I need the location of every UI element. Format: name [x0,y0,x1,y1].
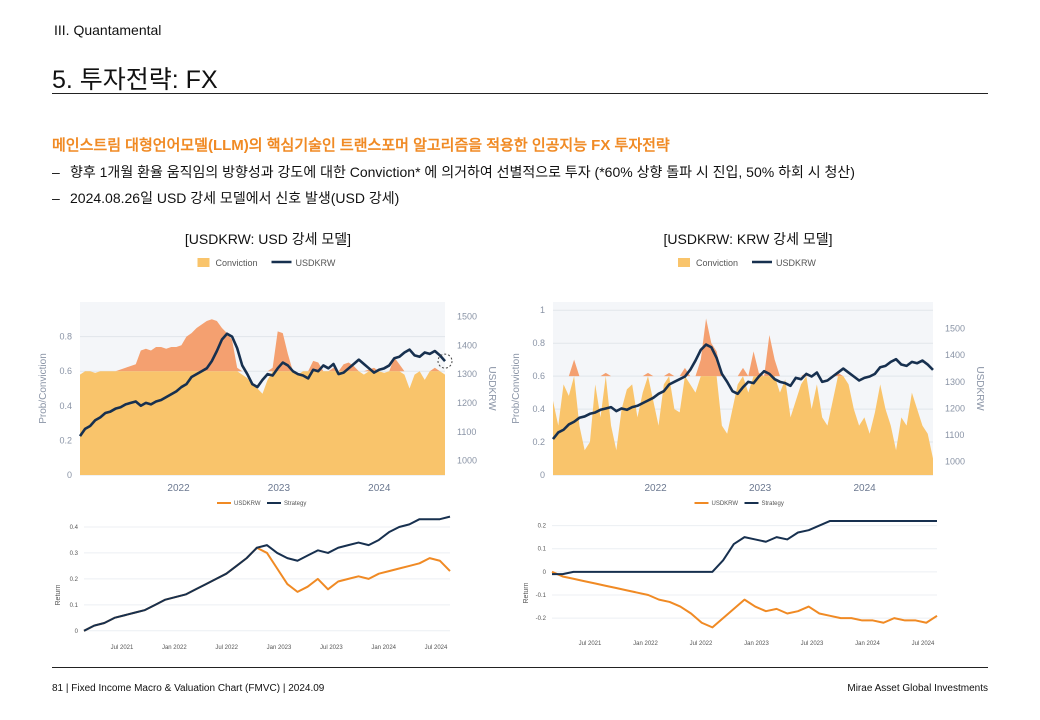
y-tick-label: 0.6 [59,366,72,376]
legend-label-strategy: Strategy [284,501,306,507]
x-tick-label: Jan 2024 [371,645,396,651]
y2-tick-label: 1000 [457,456,477,466]
y-tick-label: -0.1 [536,593,547,599]
y-tick-label: 0.2 [538,524,547,530]
y-tick-label: 0.1 [538,547,547,553]
legend-label-conviction: Conviction [216,258,258,268]
legend-label-usdkrw: USDKRW [776,258,816,268]
x-tick-label: 2023 [268,483,291,494]
x-tick-label: 2024 [853,483,876,494]
strategy-return-line [552,519,937,576]
y2-tick-label: 1400 [945,350,965,360]
y-tick-label: 0.2 [70,577,79,583]
y2-tick-label: 1300 [457,369,477,379]
x-tick-label: 2023 [749,483,772,494]
x-tick-label: Jul 2024 [425,645,448,651]
x-tick-label: Jul 2022 [690,641,713,647]
y-tick-label: 0 [75,629,79,635]
chart-title-usd-model: [USDKRW: USD 강세 모델] [184,231,352,247]
title-divider [52,93,988,94]
x-tick-label: Jan 2024 [855,641,880,647]
legend-swatch-conviction [197,258,210,267]
subtitle: 메인스트림 대형언어모델(LLM)의 핵심기술인 트랜스포머 알고리즘을 적용한… [52,137,670,154]
y2-tick-label: 1100 [457,427,476,437]
legend-label-strategy: Strategy [762,501,784,507]
x-tick-label: Jul 2023 [320,645,343,651]
usd-model-return-chart: 0 0.1 0.2 0.3 0.4 Jul 2021 Jan 2022 Jul 2022 Jan… [55,501,451,651]
y-tick-label: 0 [540,470,545,480]
y2-tick-label: 1100 [945,430,964,440]
y2-tick-label: 1500 [457,311,477,321]
conviction-area [80,371,445,475]
footer-right: Mirae Asset Global Investments [847,683,988,694]
x-tick-label: 2024 [368,483,391,494]
y-axis-title: Return [55,584,62,605]
strategy-return-line [83,515,451,632]
bullet-2: –2024.08.26일 USD 강세 모델에서 신호 발생(USD 강세) [52,190,400,206]
x-tick-label: Jul 2024 [912,641,935,647]
x-tick-label: Jul 2022 [215,645,238,651]
y-axis-title: Return [523,582,530,603]
y-tick-label: 0.2 [59,435,72,445]
footer-left: 81 | Fixed Income Macro & Valuation Char… [52,683,325,694]
legend-label-usdkrw: USDKRW [234,501,261,507]
y-tick-label: 1 [540,305,545,315]
krw-model-return-chart: -0.2 -0.1 0 0.1 0.2 Jul 2021 Jan 2022 Jul 2022 J… [523,501,938,647]
y-tick-label: 0.6 [532,371,545,381]
y2-tick-label: 1000 [945,457,965,467]
usdkrw-line [78,332,446,437]
usd-model-chart: 0 0.2 0.4 0.6 0.8 1000 1100 1200 1300 1400 1500 202… [38,258,497,494]
x-tick-label: Jul 2023 [801,641,824,647]
y-tick-label: 0.4 [532,404,545,414]
y2-tick-label: 1200 [457,398,477,408]
x-tick-label: 2022 [644,483,667,494]
page-title: 5. 투자전략: FX [52,66,218,94]
chart-title-krw-model: [USDKRW: KRW 강세 모델] [663,231,833,247]
legend-label-usdkrw: USDKRW [712,501,739,507]
y2-tick-label: 1300 [945,377,965,387]
y-tick-label: 0.4 [59,401,72,411]
x-tick-label: Jan 2023 [744,641,769,647]
y2-tick-label: 1400 [457,340,477,350]
section-label: III. Quantamental [54,22,162,38]
bullet-1-text: 향후 1개월 환율 움직임의 방향성과 강도에 대한 Conviction* 에… [70,164,855,180]
legend-label-usdkrw: USDKRW [296,258,336,268]
bullet-2-text: 2024.08.26일 USD 강세 모델에서 신호 발생(USD 강세) [70,190,400,206]
y-tick-label: 0.8 [532,338,545,348]
usdkrw-line [551,343,934,440]
y2-tick-label: 1200 [945,403,965,413]
y-tick-label: 0 [67,470,72,480]
legend-label-conviction: Conviction [696,258,738,268]
y-tick-label: -0.2 [536,616,547,622]
y-tick-label: 0.8 [59,332,72,342]
y-tick-label: 0.2 [532,437,545,447]
y-tick-label: 0.1 [70,603,79,609]
y2-axis-title: USDKRW [974,366,985,411]
krw-model-chart: 0 0.2 0.4 0.6 0.8 1 1000 1100 1200 1300 1400 1500 20… [511,258,985,494]
y2-axis-title: USDKRW [486,366,497,411]
usdkrw-return-line [551,570,938,629]
conviction-above-threshold-area [80,319,445,372]
y-axis-title: Prob/Conviction [511,353,522,424]
y2-tick-label: 1500 [945,324,965,334]
legend-swatch-conviction [678,258,690,267]
x-tick-label: Jan 2023 [267,645,292,651]
footer-divider [52,667,988,668]
bullet-1: – 향후 1개월 환율 움직임의 방향성과 강도에 대한 Conviction* … [52,164,855,180]
y-tick-label: 0 [543,570,547,576]
x-tick-label: Jan 2022 [162,645,187,651]
last-point-marker [437,353,453,369]
x-tick-label: Jul 2021 [579,641,602,647]
x-tick-label: 2022 [167,483,190,494]
y-tick-label: 0.3 [70,551,79,557]
y-tick-label: 0.4 [70,525,79,531]
x-tick-label: Jul 2021 [111,645,134,651]
x-tick-label: Jan 2022 [633,641,658,647]
y-axis-title: Prob/Conviction [38,353,49,424]
usdkrw-return-line [83,546,451,632]
